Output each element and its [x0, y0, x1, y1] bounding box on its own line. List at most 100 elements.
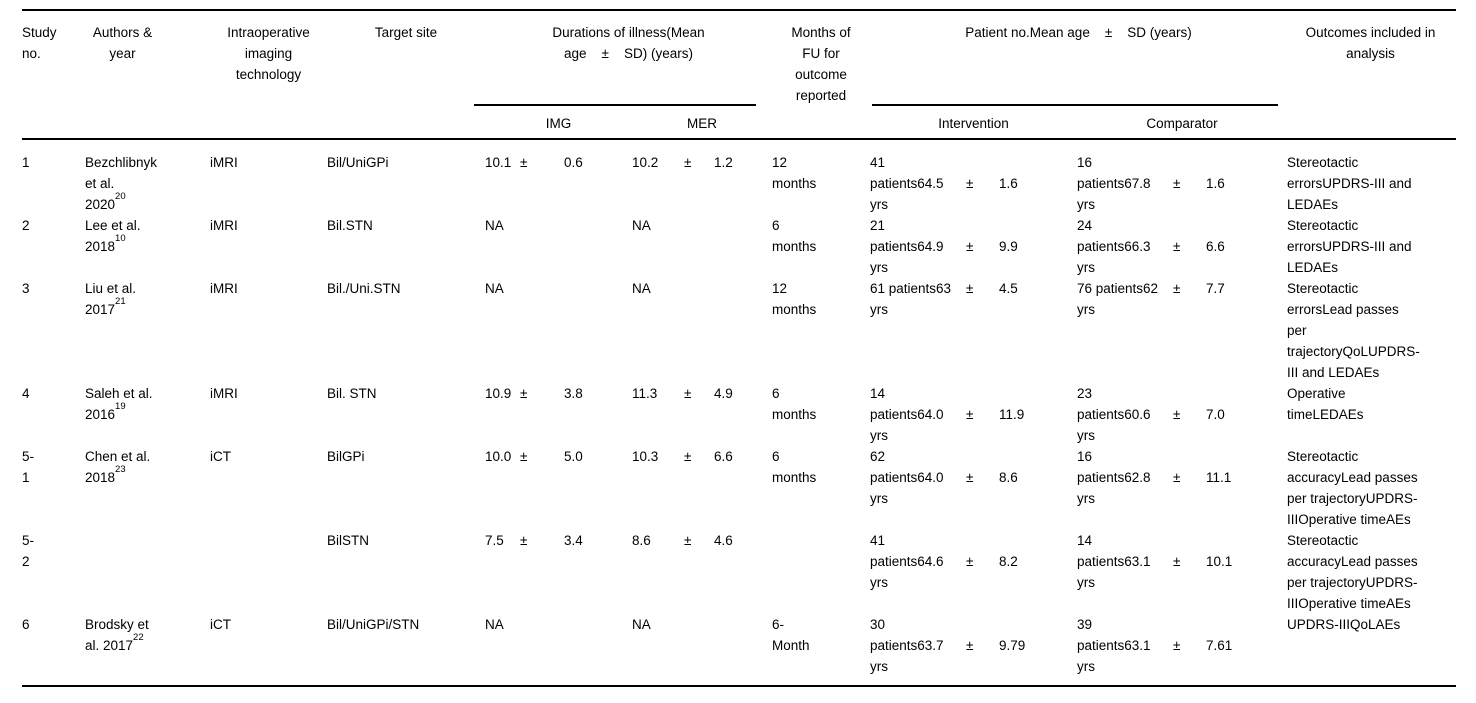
- col-header-imaging-technology: Intraoperative imaging technology: [210, 22, 327, 85]
- comparator-cell-unit: yrs: [1077, 260, 1095, 275]
- plus-minus-sign: ±: [520, 155, 528, 170]
- table-row: 4 Saleh et al. 201619 iMRI Bil. STN 10.9 ±3.8…: [22, 383, 1456, 446]
- durations-group-rule: [474, 104, 756, 106]
- table-body: 1 Bezchlibnyk et al. 202020 iMRI Bil/UniGPi…: [22, 140, 1456, 687]
- col-header-study-no: Study no.: [22, 22, 85, 64]
- col-header-authors-year-label: Authors & year: [92, 25, 153, 61]
- target-site-cell: Bil/UniGPi: [327, 152, 485, 173]
- authors-year-cell-text: Liu et al. 2017: [85, 281, 137, 317]
- table-row: 5- 2 BilSTN 7.5 ±3.4 8.6 ±4.6 41 patients64.6 ±…: [22, 530, 1456, 614]
- mer-duration-cell-mean: 8.6: [632, 533, 651, 548]
- intervention-cell-unit: yrs: [870, 302, 888, 317]
- comparator-cell: 76 patients62 ±7.7 yrs: [1077, 278, 1287, 320]
- study-no-cell-text: 1: [22, 155, 30, 170]
- img-duration-cell-stat: 10.0 ±5.0: [485, 446, 632, 467]
- outcomes-cell-text: Stereotactic accuracyLead passes per tra…: [1287, 449, 1418, 527]
- plus-minus-sign: ±: [1173, 176, 1181, 191]
- intervention-cell-stat: 41 patients64.6 ±8.2: [870, 530, 1077, 572]
- col-header-img: IMG: [545, 116, 572, 131]
- comparator-cell-stat: 16 patients67.8 ±1.6: [1077, 152, 1287, 194]
- img-duration-cell: 10.0 ±5.0: [485, 446, 632, 467]
- plus-minus-sign: ±: [1173, 554, 1181, 569]
- target-site-cell: BilGPi: [327, 446, 485, 467]
- study-no-cell-text: 5- 1: [22, 449, 35, 485]
- plus-minus-sign: ±: [1173, 470, 1181, 485]
- outcomes-cell: UPDRS-IIIQoLAEs: [1287, 614, 1456, 635]
- imaging-technology-cell: iMRI: [210, 215, 327, 236]
- patients-group-title: Patient no.Mean age ± SD (years): [965, 25, 1192, 40]
- plus-minus-sign: ±: [520, 533, 528, 548]
- durations-group-title: Durations of illness(Mean age ± SD) (yea…: [552, 25, 705, 61]
- img-duration-cell-sd: 0.6: [564, 155, 583, 170]
- mer-duration-cell: 11.3 ±4.9: [632, 383, 772, 404]
- plus-minus-sign: ±: [1173, 407, 1181, 422]
- months-fu-cell: 6- Month: [772, 614, 870, 656]
- intervention-cell-patients-mean: 62 patients64.0: [870, 449, 944, 485]
- mer-duration-cell-mean: 10.3: [632, 449, 659, 464]
- intervention-cell: 61 patients63 ±4.5 yrs: [870, 278, 1077, 320]
- study-no-cell-text: 2: [22, 218, 30, 233]
- col-header-outcomes-label: Outcomes included in analysis: [1305, 25, 1436, 61]
- months-fu-cell: 6 months: [772, 215, 870, 257]
- comparator-cell-stat: 39 patients63.1 ±7.61: [1077, 614, 1287, 656]
- authors-year-cell-reference-superscript: 23: [115, 464, 126, 475]
- mer-duration-cell-value: NA: [632, 218, 651, 233]
- months-fu-cell: 6 months: [772, 383, 870, 425]
- study-no-cell: 2: [22, 215, 85, 236]
- mer-duration-cell-stat: 11.3 ±4.9: [632, 383, 772, 404]
- plus-minus-sign: ±: [966, 239, 974, 254]
- table-row: 3 Liu et al. 201721 iMRI Bil./Uni.STN NA NA 12…: [22, 278, 1456, 383]
- outcomes-cell-text: Stereotactic errorsLead passes per traje…: [1287, 281, 1420, 380]
- col-header-outcomes: Outcomes included in analysis: [1287, 22, 1456, 64]
- intervention-cell-patients-mean: 21 patients64.9: [870, 218, 944, 254]
- durations-subheaders: IMG MER: [485, 106, 772, 134]
- plus-minus-sign: ±: [684, 386, 692, 401]
- study-no-cell: 4: [22, 383, 85, 404]
- authors-year-cell: Brodsky et al. 201722: [85, 614, 210, 656]
- outcomes-cell-text: UPDRS-IIIQoLAEs: [1287, 617, 1401, 632]
- col-header-months-fu-label: Months of FU for outcome reported: [791, 25, 851, 103]
- comparator-cell: 24 patients66.3 ±6.6 yrs: [1077, 215, 1287, 278]
- col-header-study-no-label: Study no.: [22, 25, 57, 61]
- intervention-cell-stat: 30 patients63.7 ±9.79: [870, 614, 1077, 656]
- img-duration-cell-mean: 10.9: [485, 386, 512, 401]
- table-row: 1 Bezchlibnyk et al. 202020 iMRI Bil/UniGPi…: [22, 152, 1456, 215]
- col-header-authors-year: Authors & year: [85, 22, 210, 64]
- intervention-cell-unit: yrs: [870, 575, 888, 590]
- outcomes-cell: Stereotactic errorsLead passes per traje…: [1287, 278, 1456, 383]
- target-site-cell: BilSTN: [327, 530, 485, 551]
- mer-duration-cell: 8.6 ±4.6: [632, 530, 772, 551]
- authors-year-cell-text: Saleh et al. 2016: [85, 386, 153, 422]
- comparator-cell-unit: yrs: [1077, 302, 1095, 317]
- col-group-durations-of-illness: Durations of illness(Mean age ± SD) (yea…: [474, 22, 772, 134]
- comparator-cell-patients-mean: 16 patients62.8: [1077, 449, 1151, 485]
- imaging-technology-cell-text: iMRI: [210, 386, 238, 401]
- imaging-technology-cell-text: iMRI: [210, 281, 238, 296]
- intervention-cell-patients-mean: 30 patients63.7: [870, 617, 944, 653]
- study-no-cell: 5- 2: [22, 530, 85, 572]
- plus-minus-sign: ±: [520, 449, 528, 464]
- study-characteristics-table: Study no. Authors & year Intraoperative …: [22, 9, 1456, 687]
- comparator-cell: 16 patients67.8 ±1.6 yrs: [1077, 152, 1287, 215]
- outcomes-cell: Stereotactic errorsUPDRS-III and LEDAEs: [1287, 152, 1456, 215]
- img-duration-cell-stat: 7.5 ±3.4: [485, 530, 632, 551]
- authors-year-cell-text: Chen et al. 2018: [85, 449, 151, 485]
- target-site-cell: Bil./Uni.STN: [327, 278, 485, 299]
- comparator-cell-sd: 6.6: [1206, 239, 1225, 254]
- img-duration-cell-value: NA: [485, 281, 504, 296]
- plus-minus-sign: ±: [966, 281, 974, 296]
- months-fu-cell: 12 months: [772, 152, 870, 194]
- months-fu-cell-text: 6 months: [772, 449, 817, 485]
- comparator-cell-unit: yrs: [1077, 491, 1095, 506]
- imaging-technology-cell-text: iMRI: [210, 155, 238, 170]
- authors-year-cell: Saleh et al. 201619: [85, 383, 210, 425]
- col-header-months-fu: Months of FU for outcome reported: [772, 22, 870, 106]
- outcomes-cell: Stereotactic accuracyLead passes per tra…: [1287, 446, 1456, 530]
- img-duration-cell-sd: 3.4: [564, 533, 583, 548]
- patients-subheaders: Intervention Comparator: [870, 106, 1287, 134]
- study-no-cell: 1: [22, 152, 85, 173]
- img-duration-cell: 7.5 ±3.4: [485, 530, 632, 551]
- study-no-cell: 5- 1: [22, 446, 85, 488]
- col-header-comparator: Comparator: [1146, 116, 1218, 131]
- intervention-cell-sd: 11.9: [999, 407, 1025, 422]
